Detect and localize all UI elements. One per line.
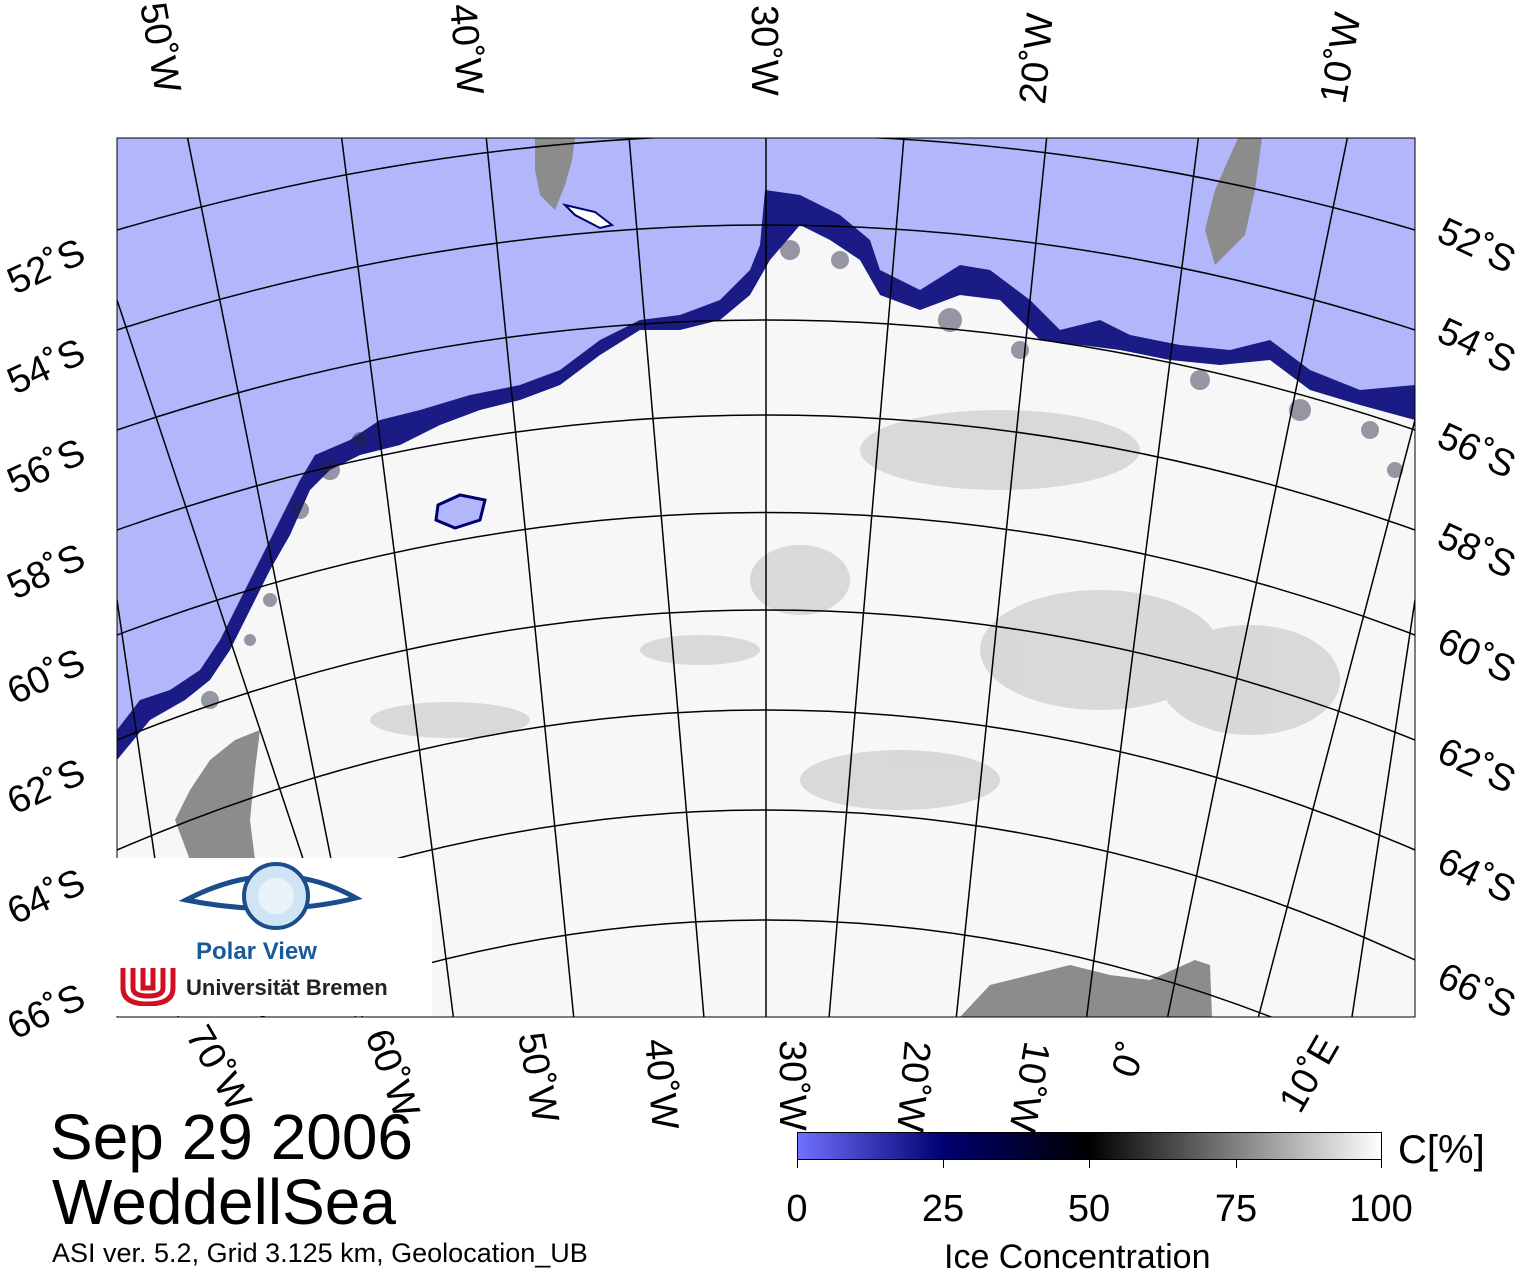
colorbar-tick-label: 0 — [786, 1188, 808, 1230]
bottom-label: 10˚E — [1271, 1029, 1348, 1120]
bottom-label: 20˚W — [888, 1039, 938, 1133]
bottom-label: 30˚W — [771, 1040, 813, 1131]
left-labels: 52˚S 54˚S 56˚S 58˚S 60˚S 62˚S 64˚S 66˚S — [1, 231, 92, 1048]
left-label: 52˚S — [1, 231, 92, 303]
land-east-island — [1205, 138, 1262, 265]
map-date: Sep 29 2006 — [50, 1101, 413, 1173]
left-label: 58˚S — [1, 536, 92, 608]
land-south-georgia — [535, 138, 575, 210]
bremen-u-icon — [120, 968, 176, 1006]
colorbar-title: Ice Concentration — [944, 1238, 1211, 1276]
left-label: 54˚S — [1, 331, 92, 403]
land-antarctica — [960, 960, 1212, 1017]
left-label: 56˚S — [1, 431, 92, 503]
bottom-label: 50˚W — [509, 1029, 566, 1126]
bottom-label: 0˚ — [1104, 1037, 1155, 1083]
colorbar-tickmark — [797, 1160, 798, 1168]
left-label: 64˚S — [1, 861, 92, 933]
colorbar-tick-label: 75 — [1214, 1188, 1258, 1230]
colorbar-tick-label: 25 — [921, 1188, 965, 1230]
top-labels: 50˚W 40˚W 30˚W 20˚W 10˚W — [131, 0, 1370, 107]
top-label: 50˚W — [131, 0, 188, 96]
left-label: 62˚S — [1, 751, 92, 823]
right-label: 60˚S — [1431, 620, 1522, 692]
top-label: 20˚W — [1012, 12, 1062, 106]
polynya — [434, 493, 487, 530]
right-label: 56˚S — [1431, 415, 1522, 487]
colorbar-tick-label: 100 — [1349, 1188, 1413, 1230]
top-label: 40˚W — [441, 2, 491, 96]
left-label: 66˚S — [1, 976, 92, 1048]
polar-view-logo: Polar View Universität Bremen — [116, 858, 432, 1016]
right-label: 62˚S — [1431, 730, 1522, 802]
colorbar-unit: C[%] — [1398, 1128, 1485, 1172]
bottom-label: 10˚W — [1000, 1038, 1057, 1135]
colorbar-tickmark — [1089, 1160, 1090, 1168]
logo-title: Polar View — [196, 938, 317, 965]
ice-texture — [370, 410, 1340, 810]
top-label: 10˚W — [1313, 10, 1370, 107]
right-label: 52˚S — [1431, 210, 1522, 282]
map-frame — [116, 137, 1416, 1018]
bottom-label: 40˚W — [636, 1037, 686, 1131]
map-metadata: ASI ver. 5.2, Grid 3.125 km, Geolocation… — [52, 1238, 588, 1268]
right-labels: 52˚S 54˚S 56˚S 58˚S 60˚S 62˚S 64˚S 66˚S — [1431, 210, 1522, 1027]
logo-institution: Universität Bremen — [186, 975, 388, 1000]
colorbar-tick-label: 50 — [1067, 1188, 1111, 1230]
right-label: 66˚S — [1431, 955, 1522, 1027]
right-label: 64˚S — [1431, 840, 1522, 912]
ice-edge-fragments — [201, 240, 1403, 709]
eye-globe-icon — [178, 862, 363, 930]
right-label: 58˚S — [1431, 515, 1522, 587]
colorbar-tickmark — [1381, 1160, 1382, 1168]
land-south-georgia-tip — [561, 203, 615, 230]
right-label: 54˚S — [1431, 310, 1522, 382]
ice-concentration-colorbar — [797, 1132, 1382, 1160]
map-region: WeddellSea — [52, 1166, 396, 1238]
colorbar-tickmark — [1236, 1160, 1237, 1168]
colorbar-tickmark — [943, 1160, 944, 1168]
top-label: 30˚W — [743, 5, 785, 96]
left-label: 60˚S — [1, 641, 92, 713]
